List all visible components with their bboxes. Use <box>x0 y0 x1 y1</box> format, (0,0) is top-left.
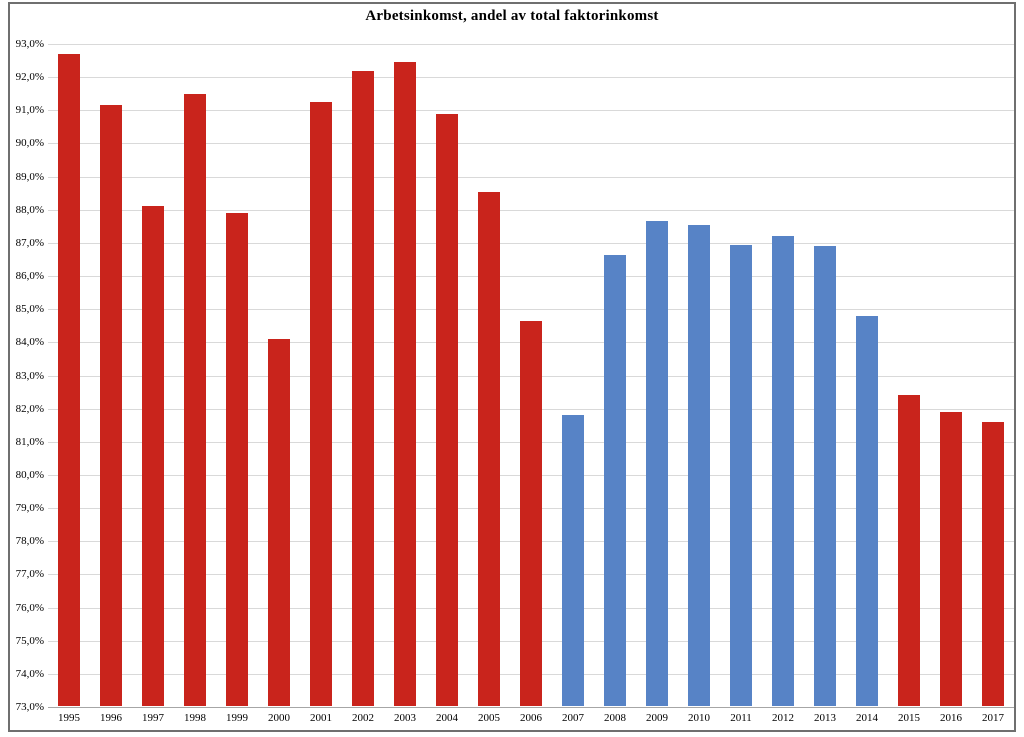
x-axis-line <box>48 707 1014 708</box>
x-axis-label-1999: 1999 <box>226 712 248 724</box>
y-axis-tick-label: 73,0% <box>15 701 44 713</box>
bar-1999 <box>226 213 248 706</box>
y-axis-tick-label: 77,0% <box>15 568 44 581</box>
bar-2011 <box>730 244 752 706</box>
y-axis-tick-label: 83,0% <box>15 369 44 382</box>
bar-2002 <box>352 70 374 706</box>
plot-area <box>48 44 1014 708</box>
x-axis-label-2009: 2009 <box>646 712 668 724</box>
y-axis-tick-label: 91,0% <box>15 104 44 117</box>
chart-title: Arbetsinkomst, andel av total faktorinko… <box>365 8 659 24</box>
x-axis-label-2013: 2013 <box>814 712 836 724</box>
x-axis-label-2004: 2004 <box>436 712 458 724</box>
bar-1996 <box>100 105 122 706</box>
x-axis-label-2001: 2001 <box>310 712 332 724</box>
bar-1998 <box>184 93 206 706</box>
bar-1995 <box>58 53 80 706</box>
y-axis-tick-label: 75,0% <box>15 634 44 647</box>
gridline <box>48 110 1014 112</box>
bar-2016 <box>940 411 962 706</box>
x-axis-label-2006: 2006 <box>520 712 542 724</box>
bar-2003 <box>394 62 416 706</box>
y-axis-tick-label: 86,0% <box>15 270 44 283</box>
y-axis-tick-label: 82,0% <box>15 402 44 415</box>
x-axis-label-2002: 2002 <box>352 712 374 724</box>
bar-2014 <box>856 315 878 706</box>
bar-2017 <box>982 421 1004 706</box>
y-axis-tick-label: 92,0% <box>15 71 44 84</box>
y-axis-tick-label: 74,0% <box>15 667 44 680</box>
y-axis-tick-label: 76,0% <box>15 601 44 614</box>
y-axis-tick-label: 85,0% <box>15 303 44 316</box>
gridline <box>48 209 1014 211</box>
gridline <box>48 77 1014 79</box>
bar-1997 <box>142 206 164 706</box>
x-axis-label-1997: 1997 <box>142 712 164 724</box>
y-axis-tick-label: 89,0% <box>15 170 44 183</box>
gridline <box>48 276 1014 278</box>
y-axis-tick-label: 80,0% <box>15 468 44 481</box>
bar-2000 <box>268 339 290 706</box>
y-axis-tick-label: 88,0% <box>15 203 44 216</box>
y-axis-tick-label: 90,0% <box>15 137 44 150</box>
x-axis-label-2005: 2005 <box>478 712 500 724</box>
x-axis-label-2008: 2008 <box>604 712 626 724</box>
x-axis-label-2010: 2010 <box>688 712 710 724</box>
x-axis-label-1996: 1996 <box>100 712 122 724</box>
bar-2008 <box>604 254 626 706</box>
bar-2009 <box>646 221 668 706</box>
y-axis-tick-label: 78,0% <box>15 535 44 548</box>
x-axis-label-2007: 2007 <box>562 712 584 724</box>
gridline <box>48 309 1014 311</box>
x-axis-label-2015: 2015 <box>898 712 920 724</box>
y-axis-tick-label: 87,0% <box>15 236 44 249</box>
y-axis-tick-label: 79,0% <box>15 502 44 515</box>
x-axis-label-1995: 1995 <box>58 712 80 724</box>
bar-2004 <box>436 113 458 706</box>
x-axis-label-1998: 1998 <box>184 712 206 724</box>
chart-frame <box>8 2 1016 732</box>
y-axis-tick-label: 93,0% <box>15 38 44 50</box>
gridline <box>48 143 1014 145</box>
bar-2013 <box>814 246 836 706</box>
bar-2007 <box>562 415 584 706</box>
gridline <box>48 242 1014 244</box>
y-axis-tick-label: 84,0% <box>15 336 44 349</box>
gridline <box>48 176 1014 178</box>
x-axis-label-2017: 2017 <box>982 712 1004 724</box>
y-axis-tick-label: 81,0% <box>15 435 44 448</box>
x-axis-label-2016: 2016 <box>940 712 962 724</box>
x-axis-label-2003: 2003 <box>394 712 416 724</box>
x-axis-label-2012: 2012 <box>772 712 794 724</box>
gridline <box>48 44 1014 45</box>
bar-2001 <box>310 102 332 706</box>
bar-2005 <box>478 191 500 706</box>
bar-2010 <box>688 224 710 706</box>
bar-2012 <box>772 236 794 706</box>
x-axis-label-2014: 2014 <box>856 712 878 724</box>
x-axis-label-2011: 2011 <box>730 712 752 724</box>
bar-2006 <box>520 320 542 706</box>
x-axis-label-2000: 2000 <box>268 712 290 724</box>
bar-2015 <box>898 395 920 706</box>
